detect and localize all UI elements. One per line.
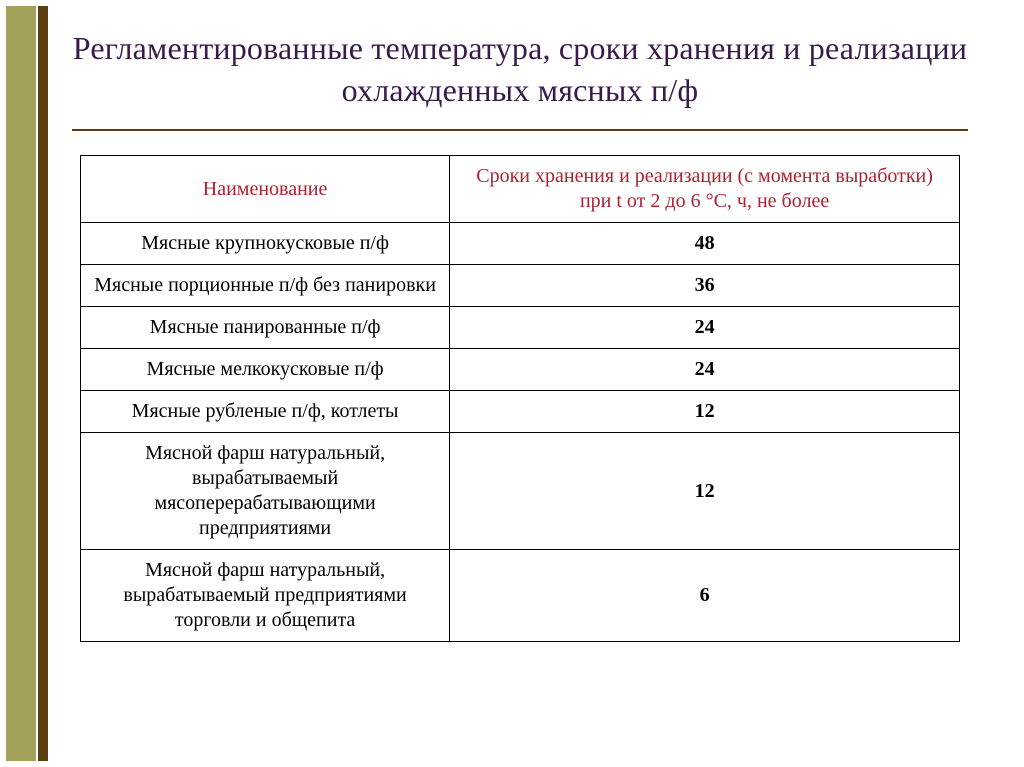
cell-value: 24 <box>450 349 960 391</box>
table-row: Мясные мелкокусковые п/ф 24 <box>81 349 960 391</box>
cell-value: 6 <box>450 550 960 642</box>
slide-title: Регламентированные температура, сроки хр… <box>72 28 968 111</box>
storage-table: Наименование Сроки хранения и реализации… <box>80 155 960 642</box>
cell-value: 48 <box>450 223 960 265</box>
col-header-name: Наименование <box>81 156 450 223</box>
table-header-row: Наименование Сроки хранения и реализации… <box>81 156 960 223</box>
cell-name: Мясные порционные п/ф без панировки <box>81 265 450 307</box>
title-underline <box>72 129 968 131</box>
cell-value: 36 <box>450 265 960 307</box>
table-row: Мясной фарш натуральный, вырабатываемый … <box>81 550 960 642</box>
cell-value: 24 <box>450 307 960 349</box>
table-row: Мясные порционные п/ф без панировки 36 <box>81 265 960 307</box>
table-row: Мясные рубленые п/ф, котлеты 12 <box>81 391 960 433</box>
cell-value: 12 <box>450 433 960 550</box>
table-row: Мясные крупнокусковые п/ф 48 <box>81 223 960 265</box>
cell-value: 12 <box>450 391 960 433</box>
cell-name: Мясные панированные п/ф <box>81 307 450 349</box>
table-row: Мясной фарш натуральный, вырабатываемый … <box>81 433 960 550</box>
left-accent-bar-brown <box>38 6 48 761</box>
col-header-value: Сроки хранения и реализации (с момента в… <box>450 156 960 223</box>
table-row: Мясные панированные п/ф 24 <box>81 307 960 349</box>
cell-name: Мясной фарш натуральный, вырабатываемый … <box>81 550 450 642</box>
cell-name: Мясные мелкокусковые п/ф <box>81 349 450 391</box>
cell-name: Мясной фарш натуральный, вырабатываемый … <box>81 433 450 550</box>
cell-name: Мясные рубленые п/ф, котлеты <box>81 391 450 433</box>
cell-name: Мясные крупнокусковые п/ф <box>81 223 450 265</box>
slide: Регламентированные температура, сроки хр… <box>0 0 1024 767</box>
left-accent-bar-olive <box>6 6 36 761</box>
